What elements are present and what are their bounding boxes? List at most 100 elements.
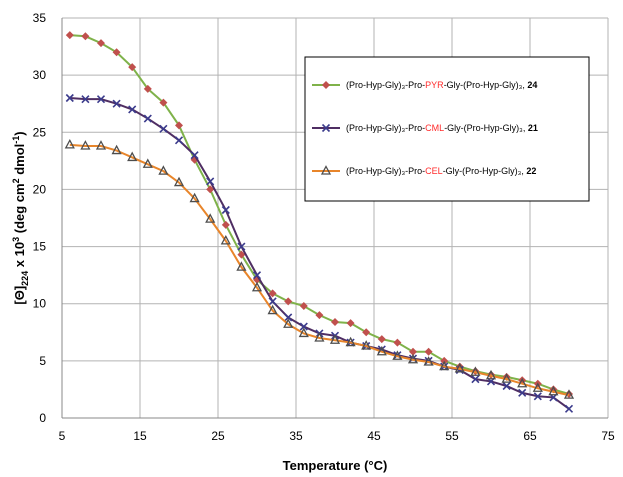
data-point [81, 95, 90, 104]
x-tick-label: 75 [601, 429, 615, 443]
data-point [439, 360, 450, 371]
data-point [315, 311, 324, 320]
data-point [409, 347, 417, 356]
data-point [143, 114, 152, 123]
series-3 [64, 138, 575, 399]
x-tick-label: 15 [133, 429, 147, 443]
legend-swatch-1 [312, 81, 340, 89]
x-tick-label: 55 [445, 429, 459, 443]
data-point [470, 366, 481, 376]
y-tick-label: 10 [33, 297, 47, 311]
data-point [267, 304, 278, 315]
x-axis-ticks: 5 15 25 35 45 55 65 75 [59, 429, 615, 443]
y-tick-label: 30 [33, 68, 47, 82]
data-point [407, 353, 419, 364]
data-point [95, 140, 107, 150]
legend-marker [321, 123, 331, 133]
data-point [220, 234, 231, 245]
y-tick-label: 5 [39, 354, 46, 368]
series-line-3 [69, 143, 570, 397]
data-point [252, 271, 262, 280]
data-point [329, 334, 341, 344]
data-point [565, 390, 573, 398]
x-tick-label: 45 [367, 429, 381, 443]
data-point [128, 63, 137, 72]
data-point [96, 95, 106, 104]
data-point [485, 369, 497, 380]
data-point [454, 362, 465, 373]
data-point [533, 392, 542, 401]
data-point [532, 382, 543, 392]
data-point [501, 373, 512, 383]
data-point [471, 375, 480, 384]
data-point [237, 242, 246, 251]
data-point [159, 124, 168, 133]
data-point [236, 261, 247, 271]
data-point [221, 205, 230, 215]
legend-swatches [312, 81, 340, 175]
data-point [268, 289, 277, 298]
data-point [376, 345, 387, 356]
y-tick-label: 0 [39, 411, 46, 425]
data-point [518, 388, 527, 397]
data-point [346, 319, 355, 328]
data-point [189, 192, 200, 203]
series-group [64, 31, 575, 413]
data-point [548, 385, 559, 396]
data-point [64, 138, 75, 149]
data-point [314, 332, 325, 342]
data-point [502, 381, 511, 391]
data-point [299, 302, 308, 310]
data-point [345, 336, 356, 347]
data-point [65, 93, 74, 103]
y-axis-title: [Θ]224 x 103 (deg cm2 dmol-1) [11, 131, 30, 304]
data-point [251, 281, 263, 292]
data-point [206, 177, 215, 186]
data-point [268, 297, 277, 306]
x-axis-title: Temperature (°C) [283, 458, 388, 473]
data-point [206, 185, 215, 194]
data-point [298, 327, 309, 338]
data-point [563, 389, 575, 399]
legend-box [304, 56, 590, 202]
legend-label-3: (Pro-Hyp-Gly)₃-Pro-CEL-Gly-(Pro-Hyp-Gly)… [346, 166, 536, 176]
legend-label-1: (Pro-Hyp-Gly)₃-Pro-PYR-Gly-(Pro-Hyp-Gly)… [346, 80, 537, 90]
data-point [65, 31, 74, 40]
data-point [331, 318, 339, 326]
y-tick-label: 15 [33, 240, 47, 254]
data-point [127, 151, 138, 162]
data-point [205, 213, 216, 223]
legend: (Pro-Hyp-Gly)₃-Pro-PYR-Gly-(Pro-Hyp-Gly)… [304, 56, 590, 202]
data-point [81, 32, 90, 41]
x-tick-label: 35 [289, 429, 303, 443]
data-point [190, 151, 199, 160]
data-point [221, 220, 230, 229]
data-point [112, 99, 121, 108]
data-point [97, 39, 105, 48]
data-point [128, 105, 137, 114]
data-point [284, 313, 293, 322]
data-point [112, 48, 121, 57]
legend-swatch-2 [312, 123, 340, 133]
data-point [158, 165, 169, 175]
legend-label-2: (Pro-Hyp-Gly)₃-Pro-CML-Gly-(Pro-Hyp-Gly)… [346, 123, 538, 133]
data-point [361, 340, 372, 350]
legend-marker [320, 165, 332, 175]
data-point [423, 356, 434, 366]
data-point [517, 377, 528, 388]
y-tick-label: 25 [33, 125, 47, 139]
data-point [393, 338, 402, 347]
y-axis-ticks: 0 5 10 15 20 25 30 35 [33, 11, 47, 425]
data-point [377, 335, 386, 344]
legend-swatch-3 [312, 165, 340, 175]
data-point [362, 328, 371, 337]
data-point [237, 250, 246, 259]
data-point [424, 347, 433, 356]
legend-marker [322, 81, 330, 89]
x-tick-label: 65 [523, 429, 537, 443]
data-point [111, 144, 122, 155]
data-point [283, 318, 294, 328]
data-point [80, 140, 91, 150]
data-point [392, 350, 403, 360]
